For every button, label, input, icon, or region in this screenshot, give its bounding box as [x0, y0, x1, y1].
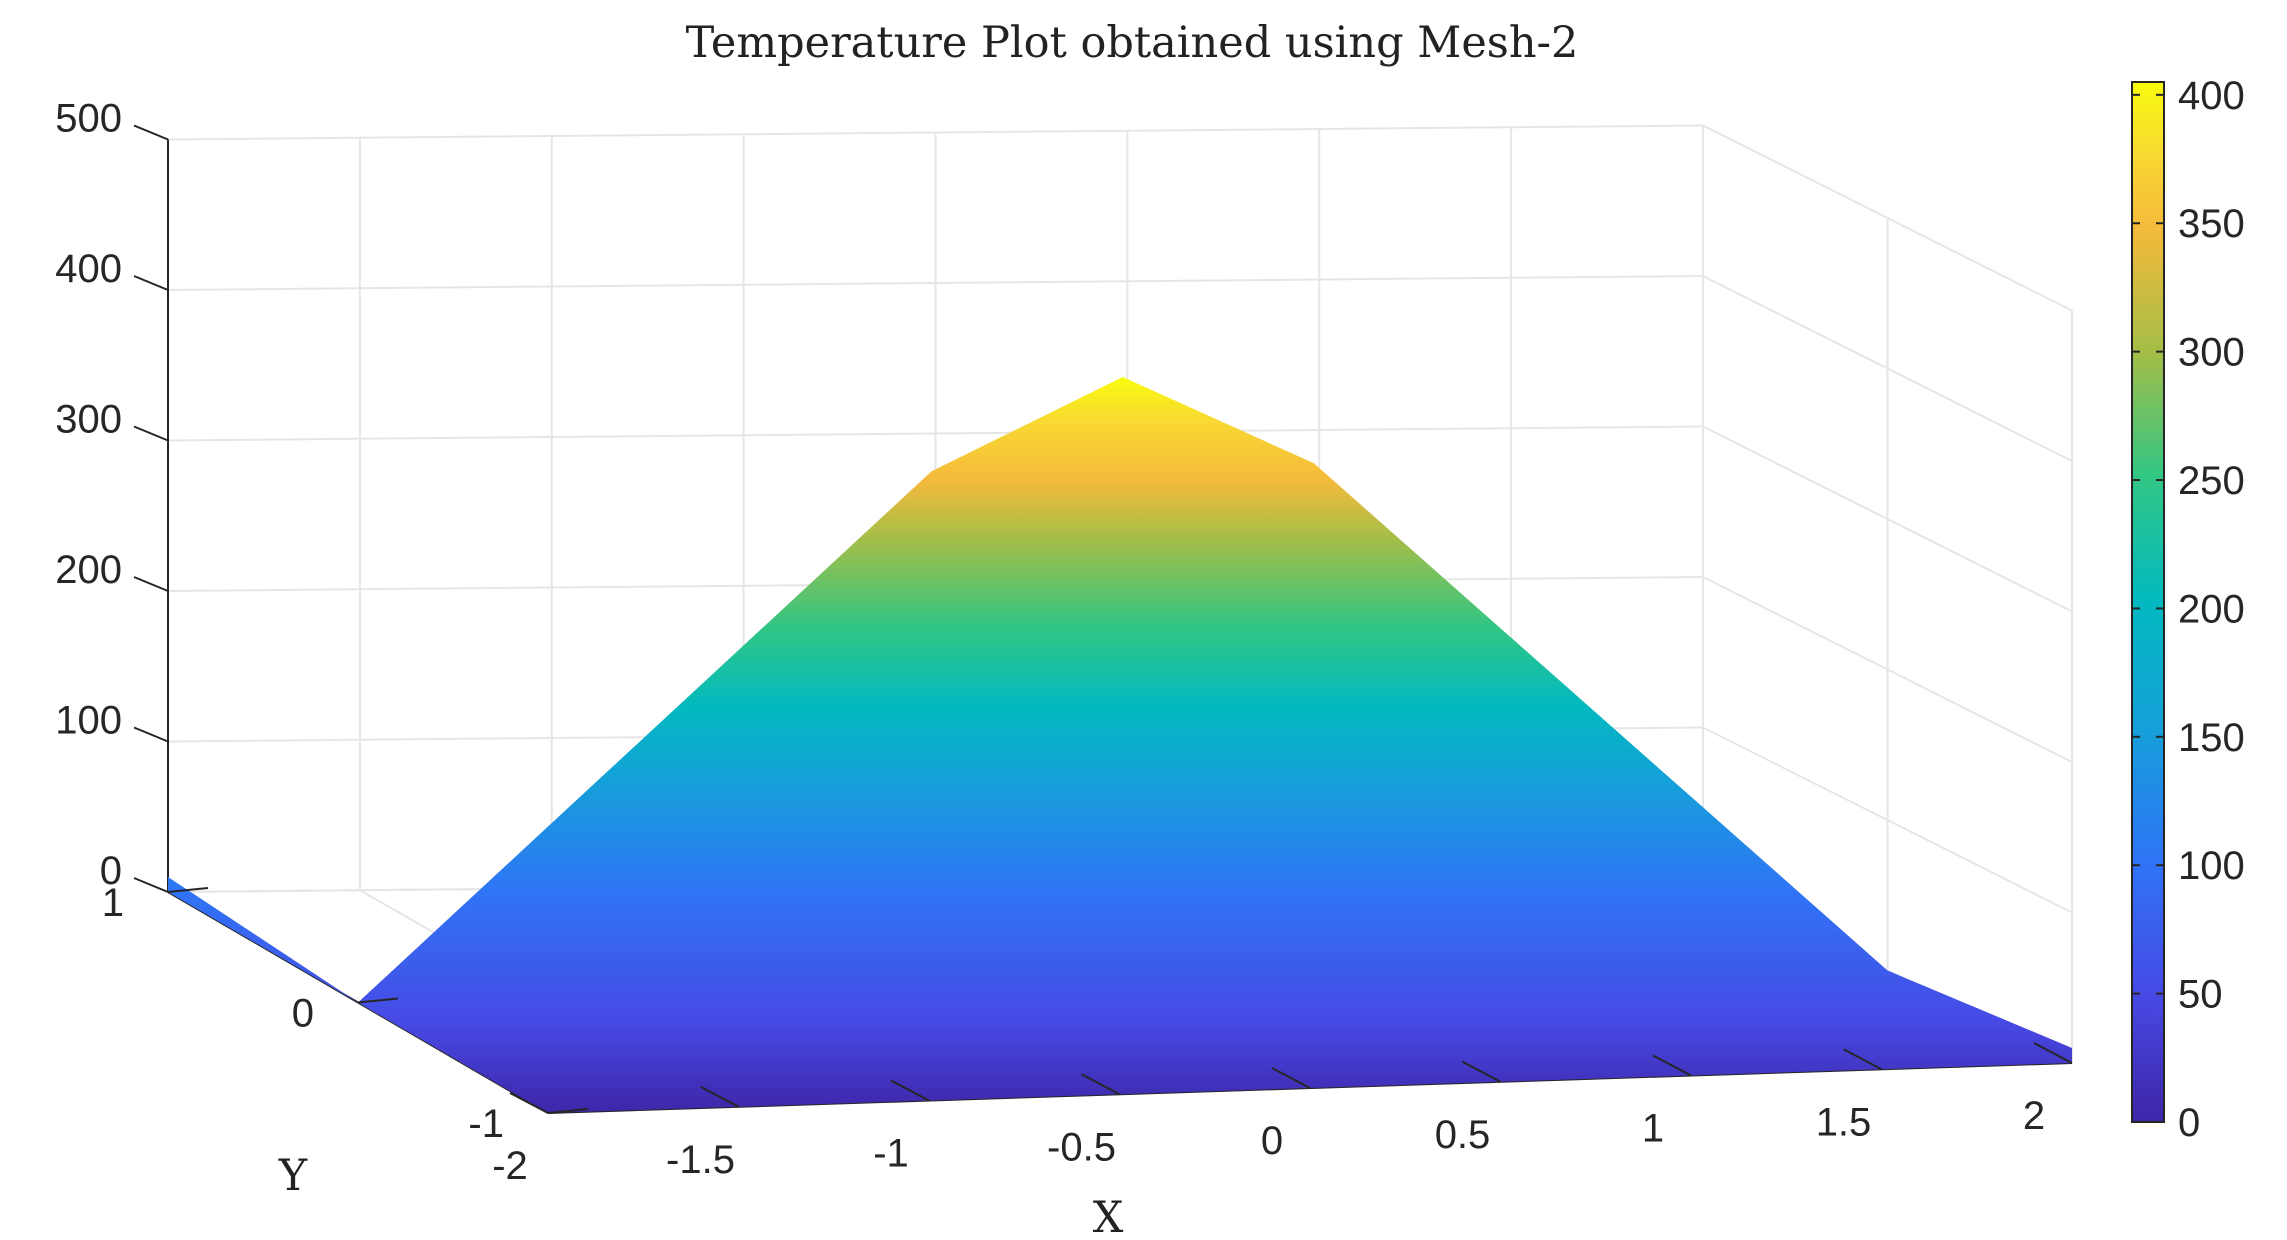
- x-tick: [509, 1092, 549, 1114]
- z-tick: [133, 425, 169, 442]
- colorbar: [2131, 81, 2165, 1123]
- x-tick: [1271, 1067, 1311, 1089]
- grid-line-back-z: [167, 425, 1704, 442]
- x-tick: [2033, 1042, 2073, 1064]
- x-tick: [890, 1079, 930, 1102]
- x-tick-label: 1.5: [1816, 1100, 1872, 1144]
- z-tick-label: 300: [55, 398, 122, 442]
- y-tick-label: 0: [292, 992, 314, 1036]
- x-tick-label: 0.5: [1435, 1113, 1491, 1157]
- y-tick: [357, 997, 399, 1004]
- grid-line-back-z: [167, 124, 1704, 141]
- z-tick-label: 400: [55, 247, 122, 291]
- colorbar-tick-label: 200: [2178, 587, 2245, 631]
- x-tick-label: -0.5: [1047, 1125, 1116, 1169]
- y-axis-label: Y: [278, 1151, 308, 1201]
- colorbar-tick-label: 50: [2178, 973, 2223, 1017]
- x-tick-label: 1: [1642, 1107, 1664, 1151]
- x-tick-label: -2: [492, 1144, 528, 1188]
- x-tick-label: -1: [873, 1132, 909, 1176]
- z-tick-label: 0: [100, 849, 122, 893]
- colorbar-ticks: 0 50 100 150 200 250 300 350 400: [2132, 74, 2245, 1145]
- z-tick: [133, 124, 169, 141]
- z-tick: [133, 877, 169, 893]
- z-tick-label: 200: [55, 548, 122, 592]
- y-tick: [167, 887, 209, 893]
- x-tick: [1462, 1060, 1501, 1083]
- x-tick: [1081, 1073, 1120, 1096]
- colorbar-tick-label: 250: [2178, 459, 2245, 503]
- colorbar-tick-label: 300: [2178, 331, 2245, 375]
- z-tick-label: 100: [55, 699, 122, 743]
- colorbar-tick-label: 150: [2178, 716, 2245, 760]
- y-tick-label: -1: [468, 1102, 504, 1146]
- x-tick: [700, 1085, 739, 1108]
- x-axis-label: X: [1093, 1193, 1124, 1240]
- chart-title: Temperature Plot obtained using Mesh-2: [686, 18, 1579, 68]
- y-tick-label: 1: [102, 881, 124, 925]
- z-tick: [133, 726, 169, 743]
- colorbar-tick-label: 350: [2178, 202, 2245, 246]
- colorbar-tick-label: 0: [2178, 1101, 2200, 1145]
- grid-line-back-z: [167, 275, 1704, 291]
- y-tick: [547, 1108, 589, 1114]
- x-tick: [1652, 1054, 1692, 1077]
- colorbar-tick-label: 400: [2178, 74, 2245, 118]
- z-tick: [133, 275, 169, 291]
- x-tick-label: -1.5: [666, 1138, 735, 1182]
- temperature-surface: [168, 376, 2072, 1114]
- colorbar-tick-label: 100: [2178, 844, 2245, 888]
- x-tick: [1843, 1048, 1882, 1071]
- z-tick: [133, 576, 169, 592]
- z-tick-label: 500: [55, 97, 122, 141]
- x-tick-label: 0: [1261, 1119, 1283, 1163]
- x-tick-label: 2: [2023, 1094, 2045, 1138]
- axis-ticks: 0 100 200 300 400 500 -2 -1.5 -1 -0.5 0 0.5 1 1.5 2 -1 0…: [55, 97, 2073, 1188]
